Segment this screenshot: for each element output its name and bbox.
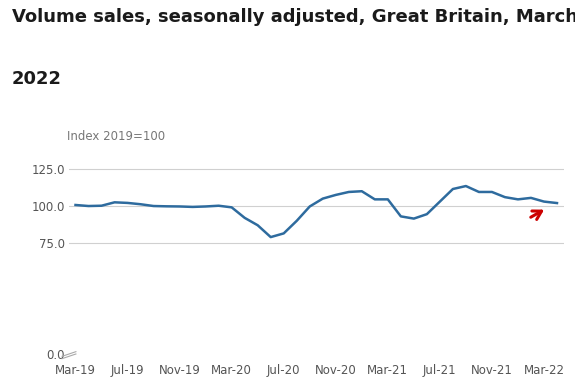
Text: Index 2019=100: Index 2019=100 [67, 130, 164, 142]
Text: 2022: 2022 [12, 70, 62, 88]
Text: Volume sales, seasonally adjusted, Great Britain, March 2019 to March: Volume sales, seasonally adjusted, Great… [12, 8, 575, 26]
